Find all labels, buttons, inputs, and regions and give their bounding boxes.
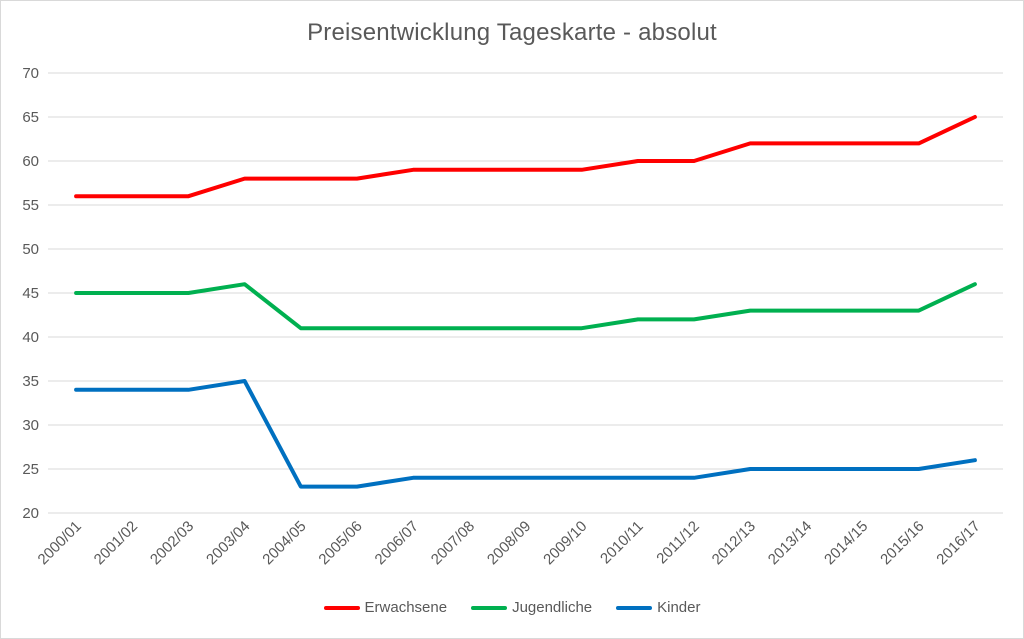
plot-area: 20 25 30 35 40 45 50 55 60 65 70 2000/01 2001/02 2002…	[22, 65, 1003, 568]
legend-item-jugendliche: Jugendliche	[471, 599, 592, 616]
x-axis-tick-label: 2013/14	[765, 518, 815, 568]
y-axis-tick-label: 45	[22, 285, 39, 302]
x-axis-tick-label: 2000/01	[35, 518, 85, 568]
legend-label: Jugendliche	[512, 599, 593, 616]
y-axis-tick-label: 25	[22, 461, 39, 478]
x-axis-tick-label: 2011/12	[653, 518, 703, 568]
legend-item-erwachsene: Erwachsene	[323, 599, 448, 616]
y-axis-tick-label: 35	[22, 373, 39, 390]
chart-title: Preisentwicklung Tageskarte - absolut	[307, 19, 717, 46]
legend-line-marker	[323, 605, 360, 610]
x-axis-tick-label: 2008/09	[484, 518, 534, 568]
x-axis-tick-label: 2001/02	[91, 518, 141, 568]
legend-label: Kinder	[657, 599, 701, 616]
x-axis-tick-label: 2003/04	[203, 518, 253, 568]
y-axis-tick-label: 65	[22, 109, 39, 126]
x-axis-tick-label: 2014/15	[821, 518, 871, 568]
legend-label: Erwachsene	[364, 599, 448, 616]
x-axis-tick-label: 2012/13	[709, 518, 759, 568]
legend-line-marker	[471, 605, 508, 610]
x-axis-tick-label: 2004/05	[259, 518, 309, 568]
y-axis-tick-label: 60	[22, 153, 39, 170]
series-line-erwachsene	[74, 115, 977, 199]
series-line-kinder	[74, 379, 977, 489]
y-axis-tick-label: 70	[22, 65, 39, 82]
x-axis-tick-label: 2016/17	[933, 518, 983, 568]
y-axis-tick-label: 40	[22, 329, 39, 346]
x-axis-tick-label: 2015/16	[877, 518, 927, 568]
y-axis-tick-label: 55	[22, 197, 39, 214]
x-axis-tick-label: 2007/08	[428, 518, 478, 568]
x-axis-tick-label: 2005/06	[315, 518, 365, 568]
y-axis-tick-label: 20	[22, 505, 39, 522]
legend-line-marker	[616, 605, 653, 610]
legend-item-kinder: Kinder	[616, 599, 700, 616]
x-axis-tick-label: 2006/07	[372, 518, 422, 568]
y-axis-tick-label: 30	[22, 417, 39, 434]
legend: Erwachsene Jugendliche Kinder	[1, 599, 1023, 616]
x-axis-tick-label: 2002/03	[147, 518, 197, 568]
x-axis-tick-label: 2010/11	[597, 518, 647, 568]
x-axis-tick-label: 2009/10	[540, 518, 590, 568]
y-axis-tick-label: 50	[22, 241, 39, 258]
series-line-jugendliche	[74, 282, 977, 331]
